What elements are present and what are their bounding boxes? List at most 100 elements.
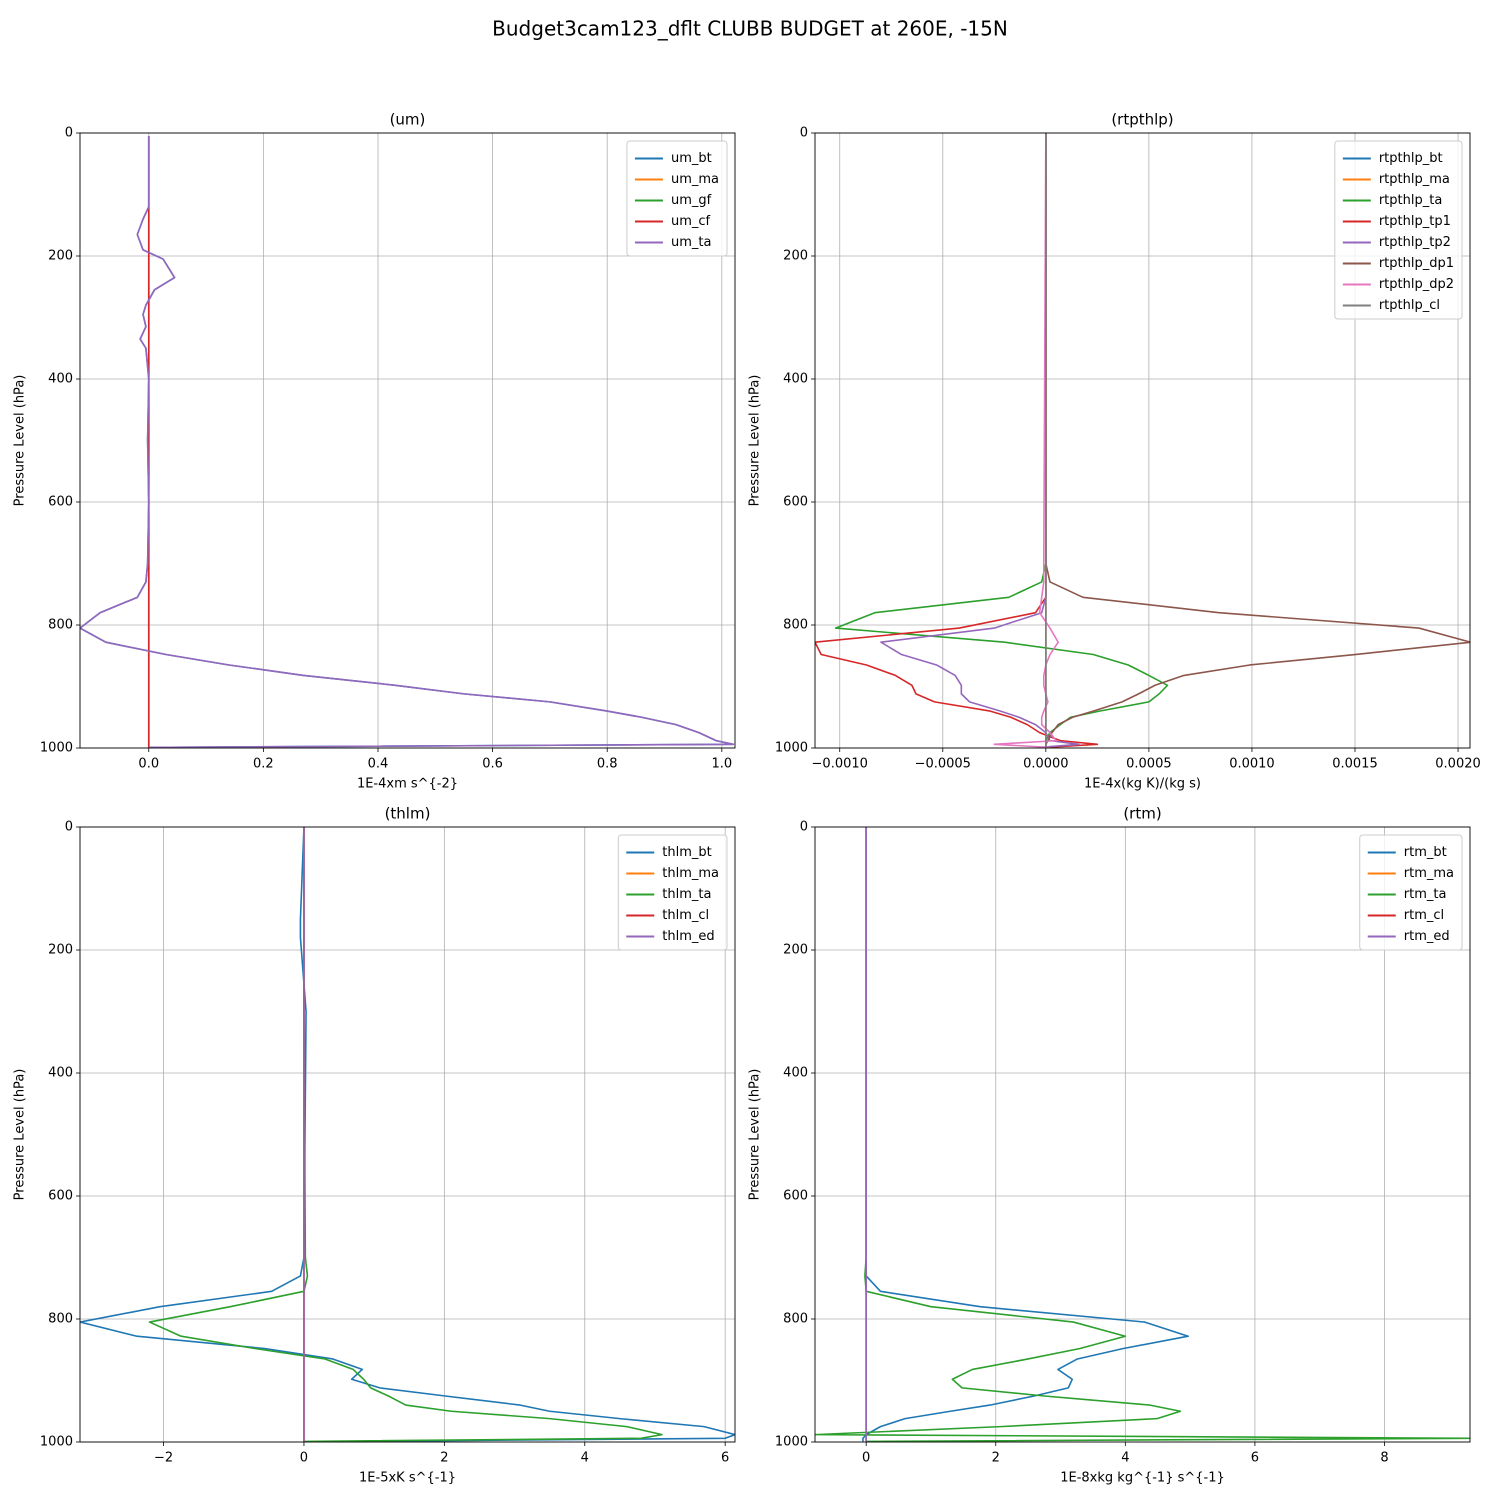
- legend-label: um_cf: [671, 214, 711, 229]
- y-tick-label: 0: [65, 126, 73, 141]
- y-tick-label: 800: [48, 618, 73, 633]
- x-axis-label: 1E-5xK s^{-1}: [359, 1471, 456, 1486]
- legend-label: rtpthlp_ta: [1379, 193, 1442, 208]
- y-tick-label: 0: [800, 126, 808, 141]
- legend-label: thlm_ed: [662, 929, 714, 944]
- series-line: [815, 133, 1099, 748]
- x-tick-label: 2: [992, 1451, 1000, 1466]
- plot-area: [815, 133, 1470, 748]
- plot-area: [80, 136, 735, 748]
- legend-label: um_gf: [671, 193, 712, 208]
- axes-frame: [814, 826, 1471, 1443]
- y-tick-label: 600: [783, 495, 808, 510]
- y-tick-label: 200: [783, 943, 808, 958]
- axes-frame: [814, 132, 1471, 749]
- x-tick-label: 4: [581, 1451, 589, 1466]
- x-tick-label: 0.0020: [1435, 757, 1481, 772]
- x-tick-label: 0.6: [482, 757, 503, 772]
- subplot-title: (rtm): [1123, 805, 1161, 823]
- x-tick-label: 0.0000: [1023, 757, 1069, 772]
- legend-box: [617, 834, 728, 951]
- x-tick-label: 0.0: [138, 757, 159, 772]
- series-line: [1045, 133, 1470, 748]
- legend-box: [626, 140, 728, 257]
- x-tick-label: −2: [154, 1451, 173, 1466]
- y-tick-label: 600: [48, 1189, 73, 1204]
- subplot-title: (thlm): [385, 805, 431, 823]
- y-tick-label: 0: [800, 820, 808, 835]
- legend-label: rtm_ma: [1404, 866, 1454, 881]
- legend-label: thlm_ma: [662, 866, 719, 881]
- legend-label: rtm_bt: [1404, 845, 1447, 860]
- y-tick-label: 400: [48, 372, 73, 387]
- x-tick-label: 6: [1251, 1451, 1259, 1466]
- x-tick-label: 8: [1380, 1451, 1388, 1466]
- y-tick-label: 400: [48, 1066, 73, 1081]
- x-tick-label: −0.0010: [812, 757, 868, 772]
- x-tick-label: 0.8: [597, 757, 618, 772]
- y-tick-label: 800: [783, 1312, 808, 1327]
- legend-label: rtpthlp_bt: [1379, 151, 1443, 166]
- y-tick-label: 800: [783, 618, 808, 633]
- subplot-title: (rtpthlp): [1111, 111, 1173, 129]
- axes-frame: [79, 132, 736, 749]
- x-tick-label: 0: [862, 1451, 870, 1466]
- x-tick-label: 4: [1121, 1451, 1129, 1466]
- legend-label: thlm_ta: [662, 887, 711, 902]
- x-tick-label: 1.0: [711, 757, 732, 772]
- legend-label: um_ta: [671, 235, 711, 250]
- y-tick-label: 1000: [40, 1435, 73, 1450]
- y-tick-label: 0: [65, 820, 73, 835]
- y-tick-label: 1000: [775, 741, 808, 756]
- x-tick-label: 0.0005: [1126, 757, 1172, 772]
- legend-label: rtm_cl: [1404, 908, 1444, 923]
- y-tick-label: 1000: [40, 741, 73, 756]
- series-line: [834, 133, 1169, 748]
- legend: rtm_bt rtm_ma rtm_ta rtm_cl rtm_ed: [1359, 834, 1463, 951]
- legend-label: rtm_ed: [1404, 929, 1450, 944]
- legend: thlm_bt thlm_ma thlm_ta thlm_cl thlm_ed: [617, 834, 728, 951]
- x-tick-label: 0.2: [253, 757, 274, 772]
- series-line: [993, 133, 1059, 748]
- legend: rtpthlp_bt rtpthlp_ma rtpthlp_ta rtpthlp_tp…: [1334, 140, 1463, 320]
- legend-label: thlm_cl: [662, 908, 709, 923]
- y-tick-label: 400: [783, 372, 808, 387]
- x-tick-label: 0: [300, 1451, 308, 1466]
- y-tick-label: 800: [48, 1312, 73, 1327]
- legend-label: rtm_ta: [1404, 887, 1447, 902]
- legend-label: um_bt: [671, 151, 712, 166]
- legend-label: thlm_bt: [662, 845, 711, 860]
- legend-label: rtpthlp_dp1: [1379, 256, 1454, 271]
- figure-title: Budget3cam123_dflt CLUBB BUDGET at 260E,…: [492, 17, 1008, 41]
- x-axis-label: 1E-4xm s^{-2}: [357, 777, 458, 792]
- y-tick-label: 200: [48, 943, 73, 958]
- subplot-title: (um): [390, 111, 426, 129]
- x-axis-label: 1E-4x(kg K)/(kg s): [1084, 777, 1201, 792]
- legend-label: rtpthlp_ma: [1379, 172, 1450, 187]
- series-line: [148, 827, 663, 1442]
- plot-area: [80, 827, 735, 1442]
- y-tick-label: 200: [48, 249, 73, 264]
- x-tick-label: 6: [721, 1451, 729, 1466]
- plot-area: [815, 827, 1470, 1442]
- y-tick-label: 400: [783, 1066, 808, 1081]
- y-tick-label: 1000: [775, 1435, 808, 1450]
- x-tick-label: 2: [440, 1451, 448, 1466]
- y-tick-label: 600: [783, 1189, 808, 1204]
- y-axis-label: Pressure Level (hPa): [13, 1069, 28, 1201]
- legend-label: rtpthlp_tp2: [1379, 235, 1451, 250]
- legend-label: rtpthlp_cl: [1379, 298, 1440, 313]
- legend-label: rtpthlp_tp1: [1379, 214, 1451, 229]
- y-tick-label: 600: [48, 495, 73, 510]
- x-tick-label: 0.4: [368, 757, 389, 772]
- y-axis-label: Pressure Level (hPa): [748, 375, 763, 507]
- x-tick-label: 0.0015: [1332, 757, 1378, 772]
- x-tick-label: 0.0010: [1229, 757, 1275, 772]
- x-axis-label: 1E-8xkg kg^{-1} s^{-1}: [1060, 1471, 1225, 1486]
- y-tick-label: 200: [783, 249, 808, 264]
- series-line: [80, 136, 735, 748]
- axes-frame: [79, 826, 736, 1443]
